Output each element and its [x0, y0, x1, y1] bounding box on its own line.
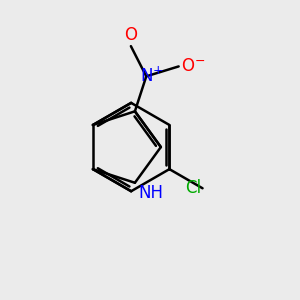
Text: O: O [124, 26, 137, 44]
Text: O: O [182, 57, 195, 75]
Text: Cl: Cl [185, 179, 201, 197]
Text: NH: NH [138, 184, 164, 202]
Text: +: + [153, 64, 164, 77]
Text: −: − [195, 55, 205, 68]
Text: N: N [140, 67, 152, 85]
